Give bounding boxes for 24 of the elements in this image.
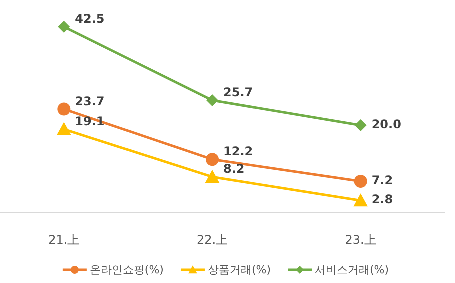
data-label: 19.1 — [75, 114, 105, 128]
point — [206, 94, 218, 107]
data-label: 12.2 — [224, 144, 254, 159]
data-label: 7.2 — [372, 173, 394, 188]
point — [58, 21, 70, 34]
legend-label: 온라인쇼핑(%) — [90, 264, 164, 276]
data-label: 2.8 — [372, 192, 394, 207]
x-tick-label: 22.上 — [196, 233, 228, 247]
point — [205, 170, 220, 183]
point — [354, 119, 367, 132]
data-label: 8.2 — [224, 162, 245, 176]
point — [354, 174, 368, 188]
data-label: 25.7 — [224, 86, 254, 100]
legend-label: 서비스거래(%) — [315, 264, 390, 276]
point — [354, 194, 368, 207]
x-tick-label: 21.上 — [48, 233, 80, 247]
data-label: 23.7 — [75, 94, 105, 108]
data-label: 42.5 — [75, 12, 105, 26]
x-tick-label: 23.上 — [345, 233, 376, 247]
point — [58, 102, 71, 116]
point — [206, 153, 219, 166]
point — [57, 122, 72, 136]
data-label: 20.0 — [372, 117, 402, 132]
legend-label: 상품거래(%) — [208, 264, 272, 276]
